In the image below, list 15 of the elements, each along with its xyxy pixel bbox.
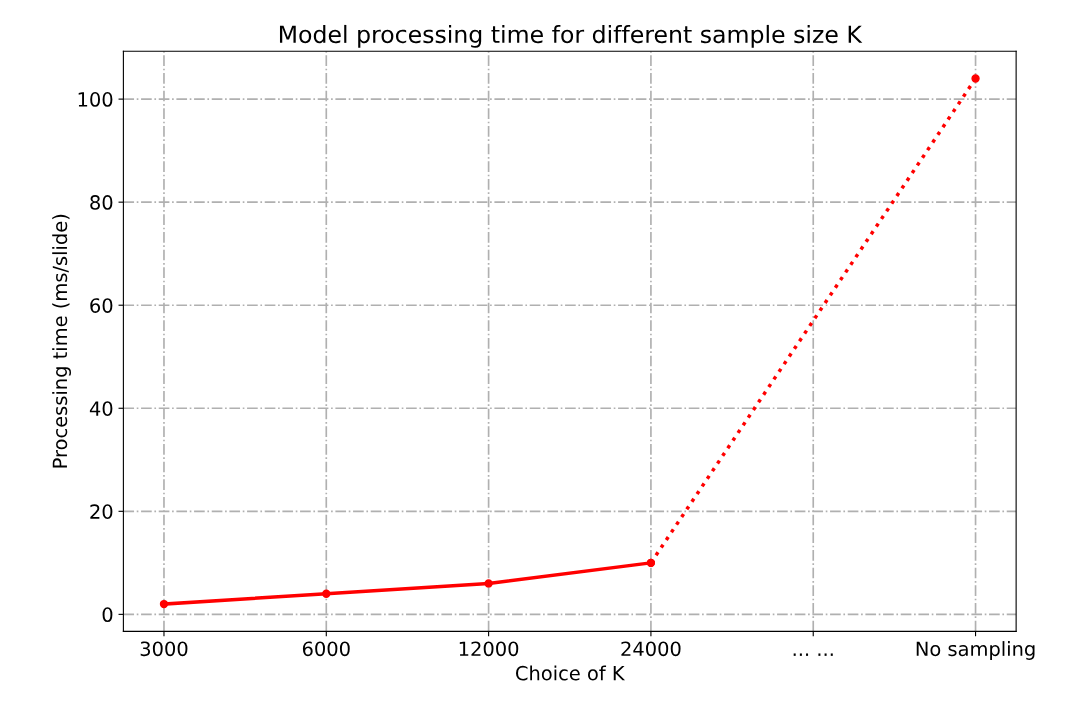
chart-title: Model processing time for different sample size K: [279, 24, 863, 48]
y-axis-title: Processing time (ms/slide): [52, 214, 71, 468]
x-tick-label: No sampling: [916, 641, 1035, 660]
y-tick-label: 0: [102, 607, 113, 623]
x-axis-title: Choice of K: [516, 665, 626, 681]
y-tick-label: 100: [78, 92, 113, 107]
x-tick-label: 6000: [302, 641, 350, 657]
x-tick-label: 3000: [140, 641, 188, 657]
x-tick-label: ... ...: [793, 653, 833, 656]
y-tick-label: 80: [90, 195, 113, 210]
x-tick-label: 24000: [621, 641, 681, 657]
x-tick-label: 12000: [459, 641, 519, 657]
y-tick-label: 60: [90, 298, 113, 313]
y-tick-label: 20: [90, 504, 113, 519]
y-tick-label: 40: [89, 401, 113, 416]
